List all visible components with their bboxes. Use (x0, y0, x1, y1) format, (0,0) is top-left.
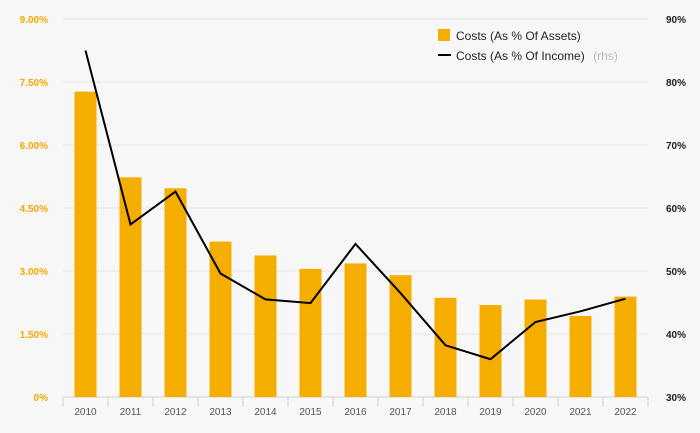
legend-label-income-group: Costs (As % Of Income) (rhs) (456, 47, 618, 64)
bar (74, 91, 97, 397)
line-path (84, 50, 626, 361)
legend-swatch-assets (438, 29, 450, 41)
bar (524, 299, 547, 397)
y-right-tick-label: 30% (666, 393, 686, 404)
x-tick-label: 2019 (479, 407, 502, 418)
legend: Costs (As % Of Assets) Costs (As % Of In… (438, 29, 618, 64)
y-right-tick-label: 50% (666, 267, 686, 278)
x-tick-label: 2018 (434, 407, 457, 418)
bar (569, 315, 592, 397)
y-right-tick-label: 60% (666, 204, 686, 215)
y-left-tick-label: 7.50% (20, 78, 48, 89)
bar-series (74, 91, 637, 397)
x-tick-label: 2022 (614, 407, 637, 418)
y-left-tick-label: 6.00% (20, 141, 48, 152)
x-tick-label: 2017 (389, 407, 412, 418)
bar (254, 255, 277, 397)
x-tick-label: 2015 (299, 407, 322, 418)
x-axis: 2010 2011 2012 2013 2014 2015 2016 2017 2018 2019… (62, 397, 649, 418)
bar (434, 297, 457, 397)
x-tick-label: 2011 (120, 407, 142, 418)
bar (479, 305, 502, 397)
y-axis-right: 30% 40% 50% 60% 70% 80% 90% (666, 15, 686, 404)
y-right-tick-label: 80% (666, 78, 686, 89)
x-tick-label: 2010 (74, 407, 97, 418)
y-right-tick-label: 90% (666, 15, 686, 26)
x-tick-label: 2014 (254, 407, 277, 418)
y-left-tick-label: 0% (34, 393, 49, 404)
y-left-tick-label: 4.50% (20, 204, 48, 215)
x-tick-label: 2021 (569, 407, 592, 418)
legend-label-income-suffix: (rhs) (593, 49, 618, 63)
bar (389, 275, 412, 397)
y-right-tick-label: 70% (666, 141, 686, 152)
x-tick-label: 2016 (344, 407, 367, 418)
legend-label-assets: Costs (As % Of Assets) (456, 29, 581, 43)
bar (119, 177, 142, 397)
x-tick-label: 2013 (209, 407, 232, 418)
y-axis-left: 0% 1.50% 3.00% 4.50% 6.00% 7.50% 9.00% (20, 15, 48, 404)
bar (344, 263, 367, 397)
x-tick-label: 2020 (524, 407, 547, 418)
y-left-tick-label: 9.00% (20, 15, 48, 26)
y-left-tick-label: 3.00% (20, 267, 48, 278)
bar (614, 296, 637, 397)
x-tick-label: 2012 (164, 407, 187, 418)
y-left-tick-label: 1.50% (20, 330, 48, 341)
bar (299, 268, 322, 397)
line-series (84, 50, 626, 361)
y-right-tick-label: 40% (666, 330, 686, 341)
bar (164, 188, 187, 397)
legend-label-income: Costs (As % Of Income) (456, 49, 585, 63)
bar (209, 241, 232, 397)
